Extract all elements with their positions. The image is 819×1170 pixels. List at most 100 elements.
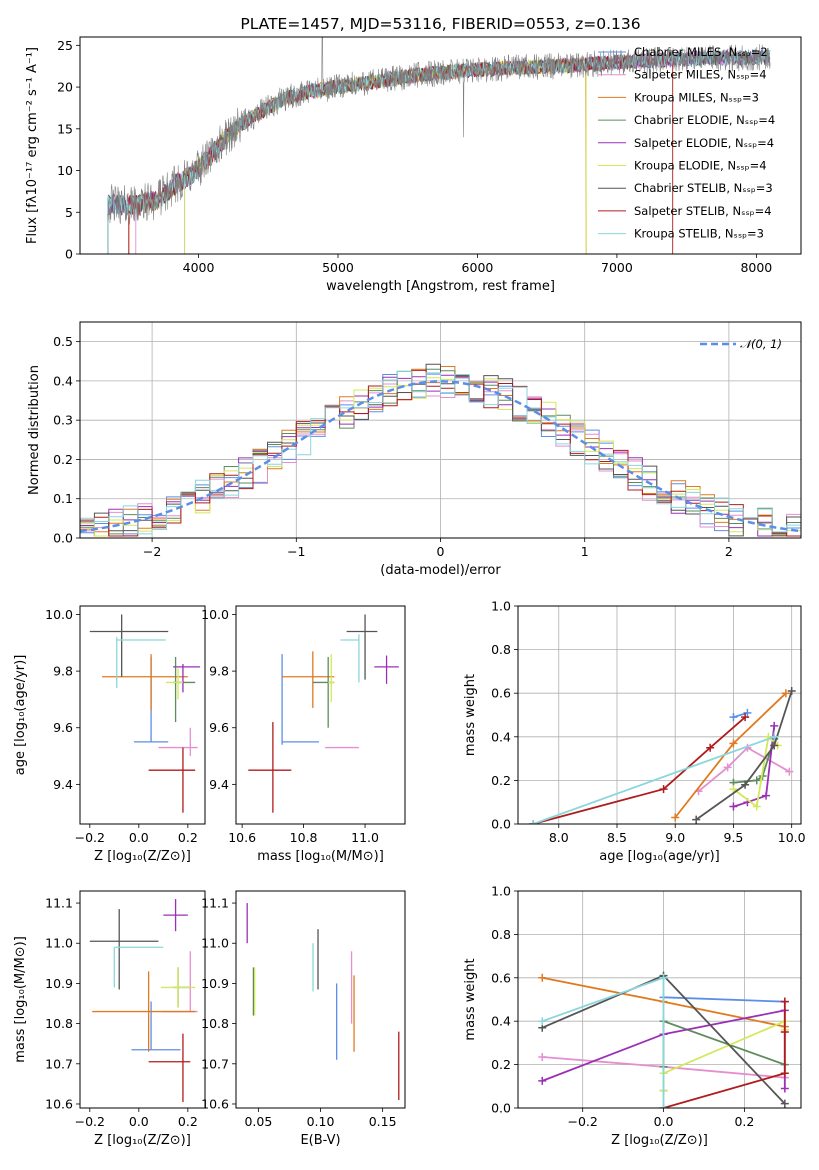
- y-tick-label: 0: [65, 247, 73, 262]
- y-axis-label: Normed distribution: [27, 365, 42, 495]
- y-tick-label: 0.2: [491, 1057, 511, 1072]
- y-axis-label: mass [log₁₀(M/M⊙)]: [13, 936, 28, 1063]
- y-tick-label: 10.6: [201, 1096, 229, 1111]
- x-tick-label: 0.0: [129, 1114, 149, 1129]
- y-tick-label: 11.0: [201, 936, 229, 951]
- series-marker-kroupa_elodie: [752, 802, 761, 811]
- series-line-chabrier_stelib: [695, 690, 793, 821]
- series-marker-chabrier_miles: [729, 713, 738, 722]
- spectrum-panel: 4000 5000 6000 7000 8000 0 5 10 15 20 25 wavelength…: [25, 15, 802, 294]
- y-tick-label: 9.6: [209, 720, 229, 735]
- plot-frame: [517, 890, 802, 1109]
- x-tick-label: −2: [143, 544, 161, 559]
- y-tick-label: 10.0: [45, 607, 73, 622]
- x-tick-label: 0.2: [178, 830, 198, 845]
- y-tick-label: 10.9: [45, 976, 73, 991]
- y-tick-label: 11.0: [45, 936, 73, 951]
- y-tick-label: 10: [57, 163, 73, 178]
- series-marker-salpeter_miles: [723, 763, 732, 772]
- y-tick-label: 10.8: [45, 1016, 73, 1031]
- residuals-panel: −2 −1 0 1 2 0.0 0.1 0.2 0.3 0.4 0.5 (data-model)/er…: [27, 321, 802, 578]
- chart-title: PLATE=1457, MJD=53116, FIBERID=0553, z=0…: [240, 15, 640, 33]
- weight_vs_z-series: [538, 971, 789, 1108]
- y-tick-label: 10.9: [201, 976, 229, 991]
- normal-curve: [80, 380, 801, 533]
- x-axis-label: Z [log₁₀(Z/Z⊙)]: [611, 1133, 708, 1148]
- y-tick-label: 0.4: [491, 1014, 511, 1029]
- x-axis-label: age [log₁₀(age/yr)]: [599, 849, 720, 864]
- observed-spectrum: [107, 37, 771, 225]
- plot-frame: [235, 890, 406, 1109]
- legend-label-kroupa_miles: Kroupa MILES, Nₛₛₚ=3: [634, 90, 759, 104]
- mass_vs_ebv-panel: 0.05 0.10 0.15 10.6 10.7 10.8 10.9 11.0 11.1 E(B-…: [201, 890, 406, 1148]
- plot-frame: [235, 605, 406, 825]
- y-tick-label: 15: [57, 121, 73, 136]
- plot-frame: [79, 36, 802, 255]
- y-tick-label: 9.4: [53, 777, 73, 792]
- y-tick-label: 11.1: [201, 896, 229, 911]
- mass_vs_z-panel: −0.2 0.0 0.2 10.6 10.7 10.8 10.9 11.0 11.1 Z [log…: [13, 890, 206, 1148]
- series-marker-chabrier_stelib: [692, 815, 701, 824]
- series-marker-chabrier_stelib: [787, 687, 796, 696]
- legend-label-chabrier_miles: Chabrier MILES, Nₛₛₚ=2: [634, 45, 768, 59]
- x-tick-label: 7000: [601, 260, 633, 275]
- y-tick-label: 1.0: [491, 884, 511, 899]
- y-tick-label: 10.7: [201, 1056, 229, 1071]
- legend-label-kroupa_stelib: Kroupa STELIB, Nₛₛₚ=3: [634, 227, 764, 241]
- weight_vs_z-panel: −0.2 0.0 0.2 0.0 0.2 0.4 0.6 0.8 1.0 Z [log₁₀(Z/Z…: [463, 884, 802, 1148]
- series-marker-chabrier_stelib: [741, 780, 750, 789]
- y-tick-label: 0.2: [491, 773, 511, 788]
- x-tick-label: 9.0: [665, 830, 685, 845]
- series-line-chabrier_miles: [663, 996, 785, 1003]
- x-axis-label: Z [log₁₀(Z/Z⊙)]: [94, 849, 191, 864]
- x-tick-label: −0.2: [75, 1114, 105, 1129]
- x-tick-label: 5000: [322, 260, 354, 275]
- spectrum-lines: [107, 37, 771, 254]
- x-tick-label: 9.5: [724, 830, 744, 845]
- x-axis-label: (data-model)/error: [380, 563, 501, 578]
- x-axis-label: wavelength [Angstrom, rest frame]: [326, 279, 555, 294]
- y-tick-label: 1.0: [491, 599, 511, 614]
- series-marker-salpeter_stelib: [659, 785, 668, 794]
- x-tick-label: 10.8: [290, 830, 318, 845]
- series-marker-salpeter_elodie: [729, 802, 738, 811]
- series-marker-salpeter_stelib: [780, 1028, 789, 1037]
- x-tick-label: 11.0: [351, 830, 379, 845]
- y-tick-label: 0.4: [53, 373, 73, 388]
- y-tick-label: 10.8: [201, 1016, 229, 1031]
- y-tick-label: 9.4: [209, 777, 229, 792]
- series-marker-salpeter_stelib: [741, 713, 750, 722]
- weight_vs_age-series: [529, 687, 796, 824]
- legend-label-kroupa_elodie: Kroupa ELODIE, Nₛₛₚ=4: [634, 159, 767, 173]
- series-line-kroupa_elodie: [732, 734, 779, 809]
- series-marker-kroupa_elodie: [729, 785, 738, 794]
- series-marker-kroupa_miles: [671, 813, 680, 822]
- series-marker-salpeter_elodie: [538, 1076, 547, 1085]
- x-tick-label: 0.10: [307, 1114, 335, 1129]
- y-tick-label: 10.7: [45, 1056, 73, 1071]
- y-tick-label: 0.8: [491, 927, 511, 942]
- series-marker-kroupa_miles: [538, 973, 547, 982]
- y-tick-label: 0.8: [491, 642, 511, 657]
- plot-frame: [79, 605, 206, 825]
- series-marker-chabrier_stelib: [770, 741, 779, 750]
- y-tick-label: 0.1: [53, 491, 73, 506]
- series-marker-salpeter_miles: [538, 1053, 547, 1062]
- series-marker-kroupa_stelib: [538, 1017, 547, 1026]
- series-marker-kroupa_stelib: [770, 732, 779, 741]
- x-tick-label: 8000: [740, 260, 772, 275]
- y-tick-label: 0.0: [53, 531, 73, 546]
- y-tick-label: 9.8: [53, 664, 73, 679]
- x-tick-label: 8.5: [607, 830, 627, 845]
- y-tick-label: 10.0: [201, 607, 229, 622]
- x-tick-label: −0.2: [568, 1114, 598, 1129]
- x-axis-label: Z [log₁₀(Z/Z⊙)]: [94, 1133, 191, 1148]
- x-tick-label: 0.2: [734, 1114, 754, 1129]
- x-tick-label: −1: [287, 544, 305, 559]
- legend-label-chabrier_stelib: Chabrier STELIB, Nₛₛₚ=3: [634, 181, 773, 195]
- series-marker-salpeter_elodie: [762, 791, 771, 800]
- series-marker-kroupa_stelib: [659, 1104, 668, 1108]
- y-tick-label: 0.3: [53, 413, 73, 428]
- y-tick-label: 25: [57, 38, 73, 53]
